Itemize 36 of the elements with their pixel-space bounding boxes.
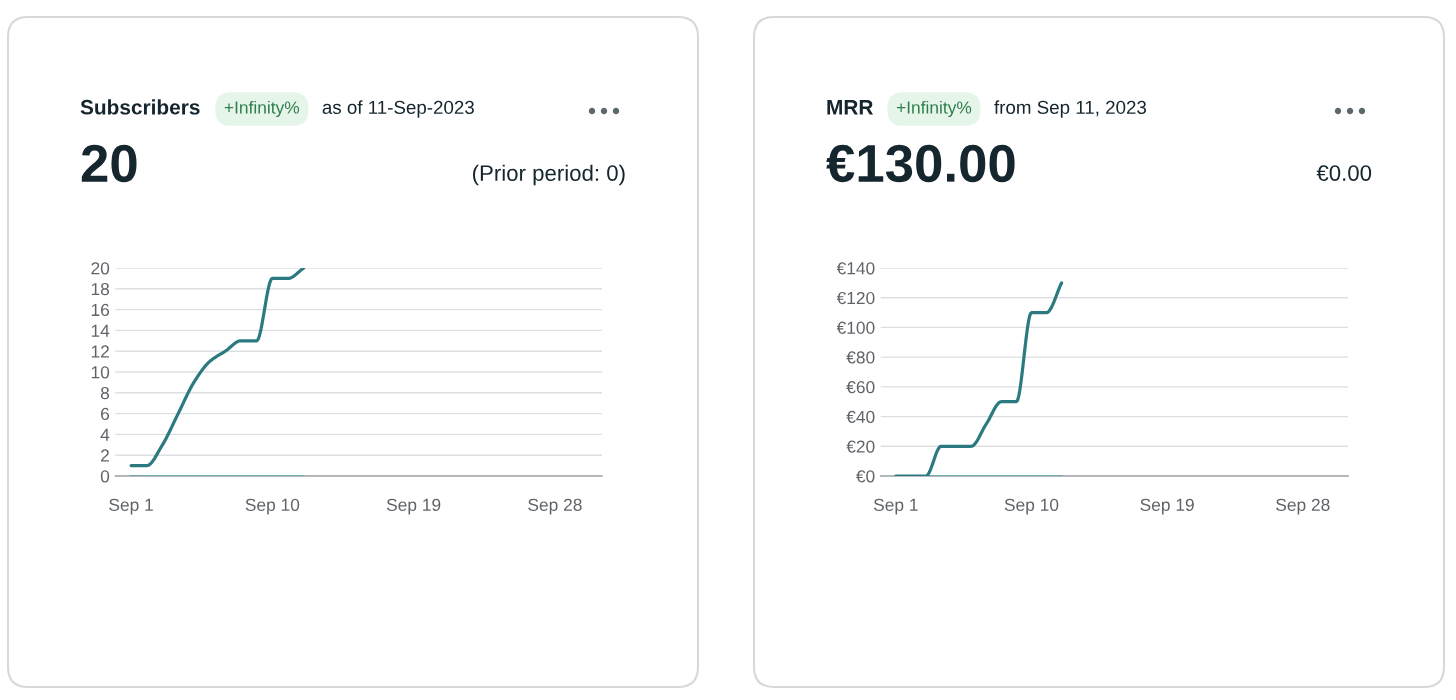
y-tick-label: €40	[846, 410, 875, 424]
chart-subtitle: as of 11-Sep-2023	[322, 100, 474, 118]
x-tick-label: Sep 10	[1004, 498, 1059, 515]
text: €130.00	[826, 144, 1015, 183]
y-tick-label: €120	[836, 291, 875, 305]
x-tick-label: Sep 1	[109, 498, 153, 515]
y-tick-label: 16	[91, 303, 110, 317]
x-tick-label: Sep 19	[1140, 498, 1194, 515]
chart-title: Subscribers	[80, 99, 200, 115]
y-tick-label: 10	[91, 366, 110, 379]
x-tick-label: Sep 28	[1276, 498, 1330, 515]
y-tick-label: €80	[846, 351, 875, 364]
text: €0.00	[1316, 165, 1372, 181]
y-tick-label: 18	[91, 282, 110, 296]
x-tick-label: Sep 1	[873, 498, 918, 515]
y-tick-label: 4	[100, 428, 110, 441]
y-tick-label: 12	[91, 345, 109, 358]
text: +Infinity%	[896, 100, 972, 118]
y-tick-label: 0	[100, 470, 110, 483]
x-tick-label: Sep 19	[386, 498, 441, 515]
y-tick-label: 8	[100, 386, 110, 400]
y-tick-label: €140	[836, 262, 875, 275]
y-tick-label: €100	[836, 321, 875, 334]
y-tick-label: €60	[846, 381, 875, 394]
text: +Infinity%	[224, 100, 300, 118]
x-tick-label: Sep 10	[245, 498, 300, 515]
y-tick-label: 6	[101, 407, 110, 421]
y-tick-label: 14	[91, 324, 110, 337]
chart-title: MRR	[827, 100, 874, 115]
chart-subtitle: from Sep 11, 2023	[994, 100, 1147, 118]
y-tick-label: 20	[91, 262, 110, 275]
y-tick-label: €0	[856, 470, 875, 483]
y-tick-label: €20	[846, 440, 875, 453]
y-tick-label: 2	[101, 449, 109, 462]
text: (Prior period: 0)	[473, 164, 625, 186]
x-tick-label: Sep 28	[528, 498, 582, 515]
